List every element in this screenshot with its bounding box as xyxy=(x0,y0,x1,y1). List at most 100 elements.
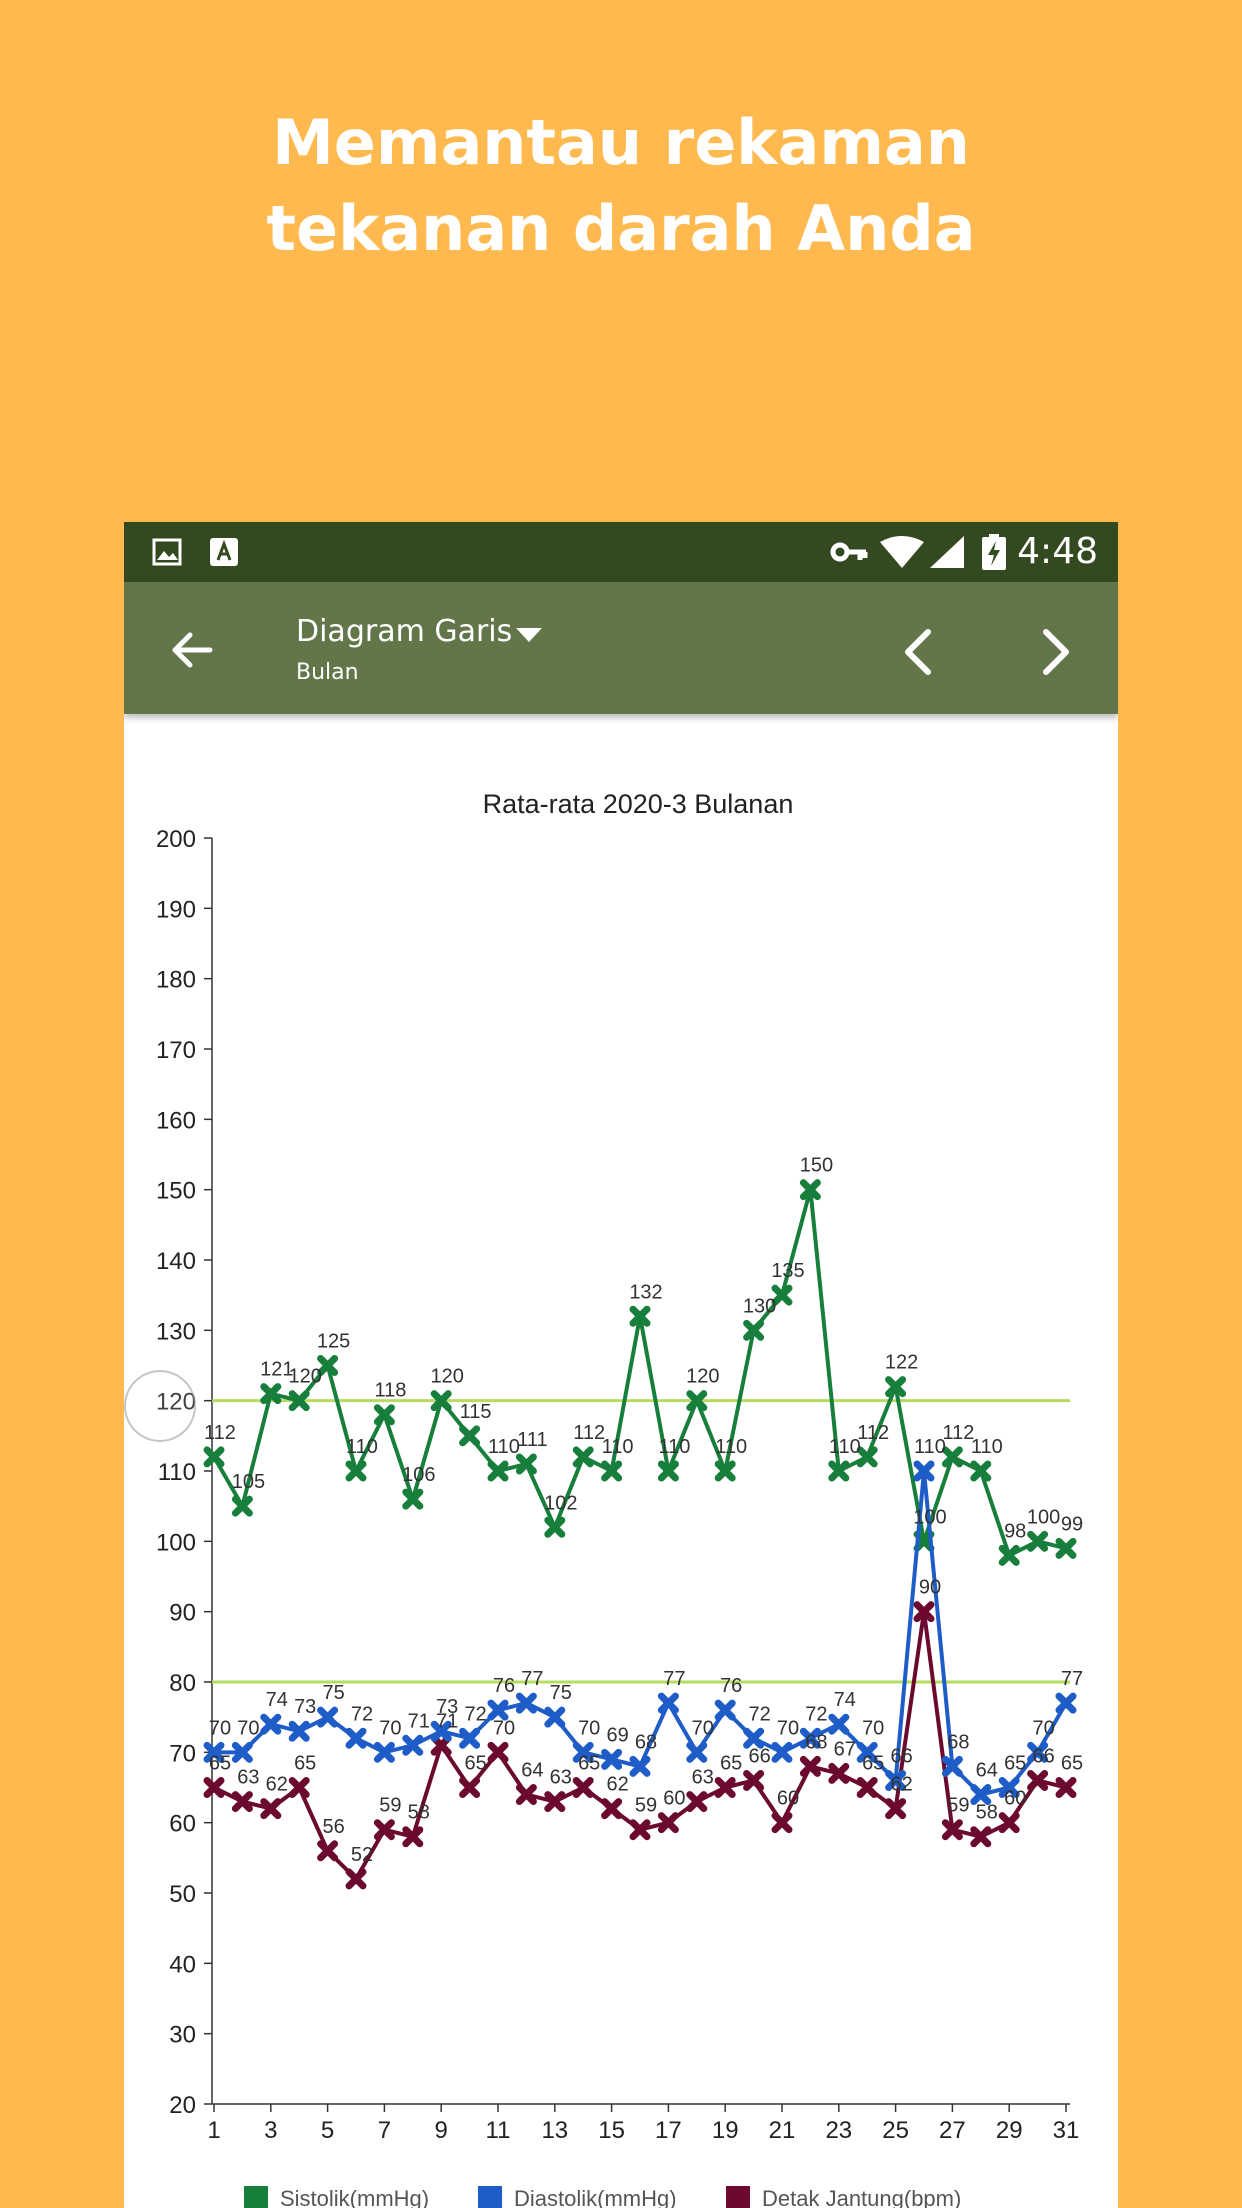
data-point-marker[interactable] xyxy=(572,1741,594,1763)
data-point-marker[interactable] xyxy=(373,1819,395,1841)
data-point-marker[interactable] xyxy=(515,1784,537,1806)
data-point-marker[interactable] xyxy=(885,1769,907,1791)
data-point-marker[interactable] xyxy=(941,1819,963,1841)
data-point-marker[interactable] xyxy=(657,1812,679,1834)
chart-type-selector[interactable]: Diagram Garis Bulan xyxy=(296,612,543,688)
data-point-marker[interactable] xyxy=(601,1460,623,1482)
data-point-marker[interactable] xyxy=(402,1734,424,1756)
data-point-marker[interactable] xyxy=(260,1798,282,1820)
data-point-marker[interactable] xyxy=(203,1446,225,1468)
data-point-marker[interactable] xyxy=(544,1516,566,1538)
data-point-marker[interactable] xyxy=(998,1544,1020,1566)
data-point-marker[interactable] xyxy=(657,1460,679,1482)
data-point-marker[interactable] xyxy=(799,1755,821,1777)
chevron-left-icon[interactable] xyxy=(892,624,948,680)
data-point-marker[interactable] xyxy=(601,1798,623,1820)
data-point-marker[interactable] xyxy=(970,1784,992,1806)
data-point-marker[interactable] xyxy=(544,1791,566,1813)
data-point-marker[interactable] xyxy=(260,1383,282,1405)
data-point-marker[interactable] xyxy=(828,1460,850,1482)
data-point-marker[interactable] xyxy=(743,1769,765,1791)
data-point-marker[interactable] xyxy=(402,1826,424,1848)
data-point-marker[interactable] xyxy=(885,1798,907,1820)
data-point-marker[interactable] xyxy=(459,1777,481,1798)
data-point-marker[interactable] xyxy=(998,1777,1020,1798)
data-point-marker[interactable] xyxy=(686,1791,708,1813)
data-point-marker[interactable] xyxy=(601,1748,623,1770)
data-point-marker[interactable] xyxy=(459,1425,481,1447)
data-point-marker[interactable] xyxy=(430,1390,452,1412)
data-point-marker[interactable] xyxy=(856,1446,878,1468)
data-point-marker[interactable] xyxy=(828,1713,850,1735)
data-point-marker[interactable] xyxy=(515,1453,537,1475)
dropdown-caret-icon[interactable] xyxy=(516,628,543,644)
data-point-marker[interactable] xyxy=(317,1355,339,1376)
data-point-marker[interactable] xyxy=(430,1720,452,1742)
data-point-marker[interactable] xyxy=(629,1305,651,1327)
data-point-marker[interactable] xyxy=(714,1699,736,1721)
data-point-marker[interactable] xyxy=(487,1699,509,1721)
data-point-marker[interactable] xyxy=(657,1692,679,1714)
data-point-marker[interactable] xyxy=(459,1727,481,1749)
data-point-marker[interactable] xyxy=(885,1376,907,1398)
data-point-marker[interactable] xyxy=(856,1741,878,1763)
chart-area[interactable]: Rata-rata 2020-3 Bulanan 20 30 40 50 60 70 80 9… xyxy=(124,714,1118,2208)
data-point-marker[interactable] xyxy=(1055,1777,1077,1798)
data-point-marker[interactable] xyxy=(970,1826,992,1848)
data-point-marker[interactable] xyxy=(231,1741,253,1763)
data-point-marker[interactable] xyxy=(572,1777,594,1798)
data-point-marker[interactable] xyxy=(345,1868,367,1890)
data-point-marker[interactable] xyxy=(231,1791,253,1813)
data-point-marker[interactable] xyxy=(288,1720,310,1742)
appbar-title[interactable]: Diagram Garis xyxy=(296,614,513,649)
data-point-marker[interactable] xyxy=(771,1284,793,1306)
back-arrow-icon[interactable] xyxy=(164,622,220,678)
data-point-marker[interactable] xyxy=(402,1488,424,1510)
data-point-marker[interactable] xyxy=(1027,1741,1049,1763)
data-point-marker[interactable] xyxy=(1027,1530,1049,1552)
data-point-marker[interactable] xyxy=(913,1460,935,1482)
data-point-marker[interactable] xyxy=(203,1777,225,1798)
data-point-marker[interactable] xyxy=(686,1390,708,1412)
data-point-marker[interactable] xyxy=(743,1727,765,1749)
data-point-marker[interactable] xyxy=(913,1601,935,1623)
data-point-marker[interactable] xyxy=(743,1319,765,1341)
data-point-marker[interactable] xyxy=(203,1741,225,1763)
data-point-marker[interactable] xyxy=(231,1495,253,1517)
data-point-marker[interactable] xyxy=(941,1446,963,1468)
data-point-marker[interactable] xyxy=(317,1706,339,1728)
line-chart[interactable]: Rata-rata 2020-3 Bulanan 20 30 40 50 60 70 80 9… xyxy=(124,714,1118,2208)
data-point-marker[interactable] xyxy=(714,1460,736,1482)
data-point-marker[interactable] xyxy=(260,1713,282,1735)
data-point-marker[interactable] xyxy=(373,1404,395,1426)
data-point-marker[interactable] xyxy=(771,1812,793,1834)
data-point-marker[interactable] xyxy=(345,1460,367,1482)
data-point-marker[interactable] xyxy=(686,1741,708,1763)
data-point-marker[interactable] xyxy=(373,1741,395,1763)
data-point-marker[interactable] xyxy=(1027,1769,1049,1791)
data-point-marker[interactable] xyxy=(998,1812,1020,1834)
data-point-marker[interactable] xyxy=(799,1179,821,1201)
chevron-right-icon[interactable] xyxy=(1026,624,1082,680)
data-point-marker[interactable] xyxy=(714,1777,736,1798)
data-point-marker[interactable] xyxy=(629,1755,651,1777)
data-point-marker[interactable] xyxy=(487,1460,509,1482)
data-point-marker[interactable] xyxy=(288,1777,310,1798)
data-point-marker[interactable] xyxy=(317,1840,339,1862)
data-point-marker[interactable] xyxy=(941,1755,963,1777)
data-point-marker[interactable] xyxy=(288,1390,310,1412)
data-point-marker[interactable] xyxy=(572,1446,594,1468)
data-point-marker[interactable] xyxy=(1055,1537,1077,1559)
data-point-marker[interactable] xyxy=(1055,1692,1077,1714)
data-point-marker[interactable] xyxy=(771,1741,793,1763)
data-label: 77 xyxy=(663,1668,685,1690)
data-point-marker[interactable] xyxy=(970,1460,992,1482)
data-point-marker[interactable] xyxy=(515,1692,537,1714)
data-point-marker[interactable] xyxy=(487,1741,509,1763)
data-point-marker[interactable] xyxy=(828,1762,850,1784)
data-point-marker[interactable] xyxy=(856,1777,878,1798)
data-point-marker[interactable] xyxy=(544,1706,566,1728)
data-point-marker[interactable] xyxy=(629,1819,651,1841)
data-point-marker[interactable] xyxy=(345,1727,367,1749)
data-point-marker[interactable] xyxy=(799,1727,821,1749)
